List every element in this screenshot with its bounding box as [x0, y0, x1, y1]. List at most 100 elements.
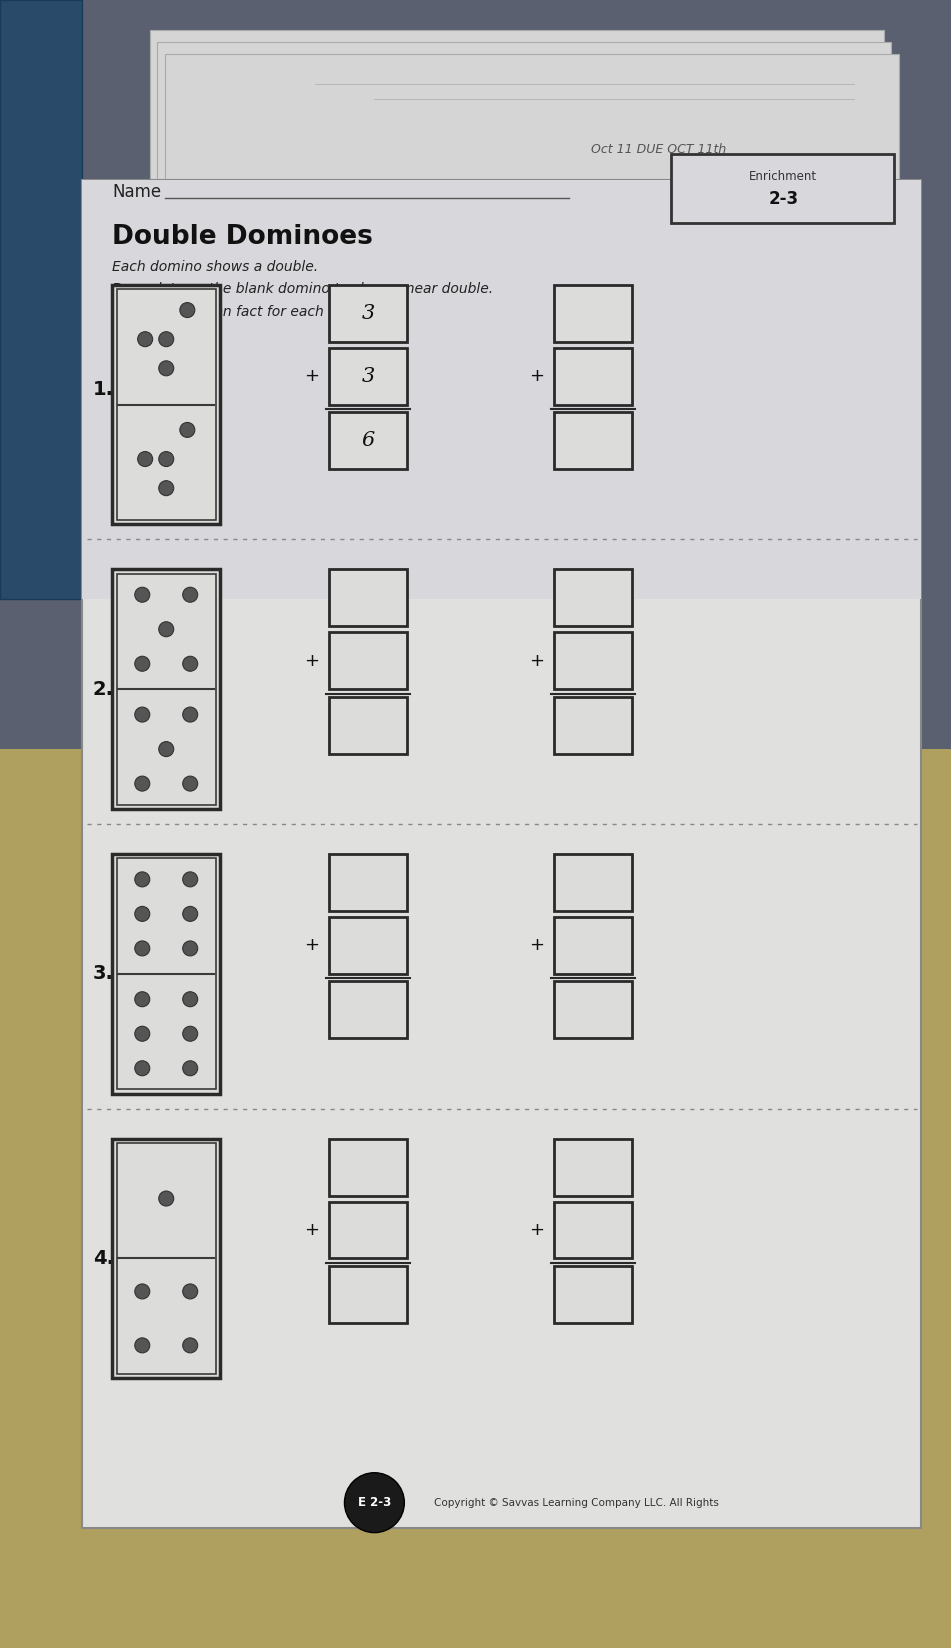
Text: Write an addition fact for each domino.: Write an addition fact for each domino. [112, 305, 385, 318]
Circle shape [135, 1284, 149, 1299]
FancyBboxPatch shape [554, 569, 632, 626]
Text: Copyright © Savvas Learning Company LLC. All Rights: Copyright © Savvas Learning Company LLC.… [435, 1498, 719, 1508]
Text: Name: Name [112, 183, 162, 201]
Text: 4.: 4. [93, 1249, 114, 1267]
FancyBboxPatch shape [117, 288, 216, 519]
Text: +: + [304, 368, 319, 386]
FancyBboxPatch shape [83, 180, 922, 1528]
Circle shape [135, 941, 149, 956]
Text: Oct 11 DUE OCT 11th: Oct 11 DUE OCT 11th [592, 143, 727, 157]
Text: Draw dots on the blank domino to show a near double.: Draw dots on the blank domino to show a … [112, 282, 494, 297]
FancyBboxPatch shape [0, 0, 951, 750]
Text: +: + [304, 936, 319, 954]
Text: 6: 6 [361, 432, 375, 450]
Circle shape [135, 656, 149, 671]
Circle shape [344, 1473, 404, 1533]
Circle shape [183, 776, 198, 791]
FancyBboxPatch shape [329, 348, 407, 404]
Circle shape [159, 361, 174, 376]
Circle shape [183, 872, 198, 887]
Text: Double Dominoes: Double Dominoes [112, 224, 373, 250]
FancyBboxPatch shape [329, 569, 407, 626]
Circle shape [135, 1027, 149, 1042]
Circle shape [135, 906, 149, 921]
Circle shape [135, 707, 149, 722]
Circle shape [183, 1061, 198, 1076]
Text: E 2-3: E 2-3 [358, 1496, 391, 1510]
FancyBboxPatch shape [117, 574, 216, 804]
Circle shape [159, 481, 174, 496]
FancyBboxPatch shape [329, 285, 407, 341]
Circle shape [135, 872, 149, 887]
FancyBboxPatch shape [554, 1139, 632, 1195]
FancyBboxPatch shape [554, 1266, 632, 1323]
Circle shape [159, 742, 174, 756]
FancyBboxPatch shape [165, 54, 899, 473]
Circle shape [183, 656, 198, 671]
FancyBboxPatch shape [554, 285, 632, 341]
Circle shape [135, 992, 149, 1007]
Circle shape [138, 331, 153, 346]
FancyBboxPatch shape [0, 0, 83, 600]
Circle shape [159, 331, 174, 346]
FancyBboxPatch shape [329, 916, 407, 974]
Circle shape [135, 776, 149, 791]
FancyBboxPatch shape [554, 412, 632, 470]
Text: +: + [529, 368, 544, 386]
FancyBboxPatch shape [554, 854, 632, 911]
FancyBboxPatch shape [554, 348, 632, 404]
Text: +: + [529, 651, 544, 669]
Circle shape [183, 707, 198, 722]
FancyBboxPatch shape [83, 180, 922, 600]
Text: 1.: 1. [93, 381, 114, 399]
Circle shape [183, 1284, 198, 1299]
Circle shape [159, 621, 174, 636]
Circle shape [135, 1061, 149, 1076]
FancyBboxPatch shape [554, 1201, 632, 1259]
FancyBboxPatch shape [329, 412, 407, 470]
Circle shape [183, 1338, 198, 1353]
Circle shape [183, 906, 198, 921]
FancyBboxPatch shape [112, 285, 220, 524]
Text: +: + [529, 936, 544, 954]
Circle shape [183, 587, 198, 602]
FancyBboxPatch shape [329, 981, 407, 1038]
FancyBboxPatch shape [329, 1139, 407, 1195]
FancyBboxPatch shape [554, 981, 632, 1038]
Text: 2-3: 2-3 [768, 190, 798, 208]
FancyBboxPatch shape [0, 750, 951, 1648]
Circle shape [183, 992, 198, 1007]
Circle shape [159, 1192, 174, 1206]
Text: Enrichment: Enrichment [749, 170, 817, 183]
Circle shape [180, 422, 195, 437]
FancyBboxPatch shape [554, 633, 632, 689]
Circle shape [159, 452, 174, 466]
FancyBboxPatch shape [554, 916, 632, 974]
Circle shape [135, 587, 149, 602]
FancyBboxPatch shape [112, 569, 220, 809]
Text: +: + [304, 1221, 319, 1239]
Circle shape [138, 452, 153, 466]
Circle shape [180, 303, 195, 318]
FancyBboxPatch shape [329, 1266, 407, 1323]
FancyBboxPatch shape [117, 859, 216, 1089]
Text: Each domino shows a double.: Each domino shows a double. [112, 260, 319, 274]
FancyBboxPatch shape [117, 1144, 216, 1374]
Text: 3: 3 [361, 366, 375, 386]
FancyBboxPatch shape [329, 1201, 407, 1259]
FancyBboxPatch shape [112, 854, 220, 1094]
FancyBboxPatch shape [329, 697, 407, 753]
Circle shape [135, 1338, 149, 1353]
FancyBboxPatch shape [671, 155, 894, 222]
Text: +: + [304, 651, 319, 669]
FancyBboxPatch shape [554, 697, 632, 753]
FancyBboxPatch shape [157, 41, 891, 461]
Text: +: + [529, 1221, 544, 1239]
FancyBboxPatch shape [112, 1139, 220, 1378]
Circle shape [183, 1027, 198, 1042]
Text: 3.: 3. [93, 964, 114, 984]
FancyBboxPatch shape [329, 854, 407, 911]
Text: 3: 3 [361, 303, 375, 323]
FancyBboxPatch shape [149, 30, 883, 450]
Text: 2.: 2. [93, 679, 114, 699]
